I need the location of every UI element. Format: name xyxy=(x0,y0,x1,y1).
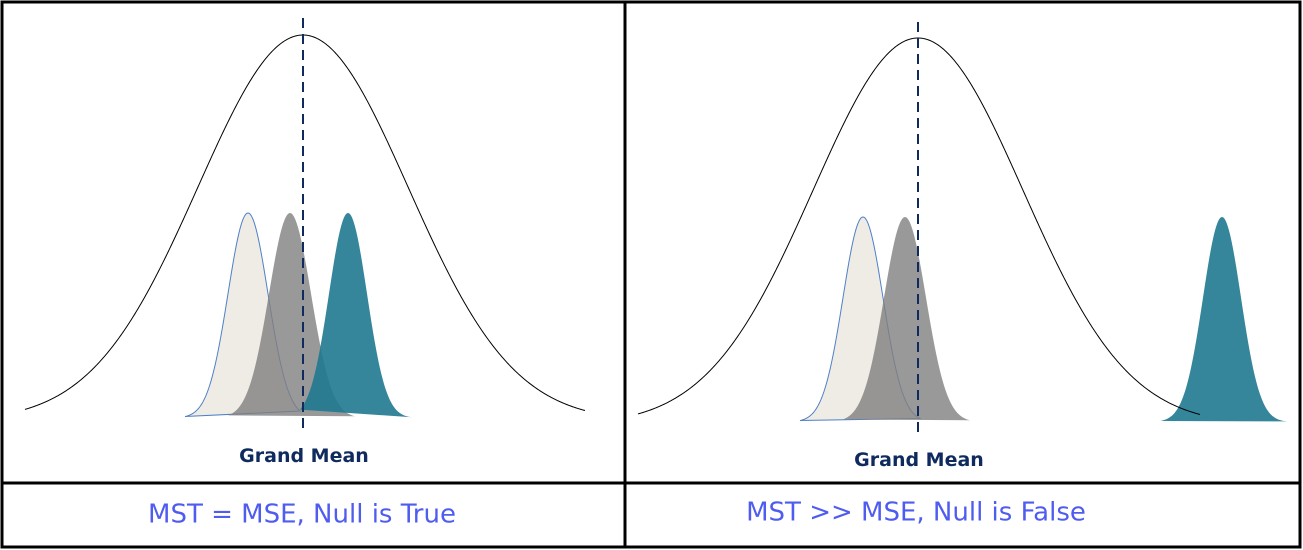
population-curve xyxy=(24,34,586,412)
teal-curve xyxy=(300,213,412,418)
curves xyxy=(24,34,1287,422)
gray-curve xyxy=(843,217,970,421)
grand-mean-label: Grand Mean xyxy=(854,449,984,471)
grand-mean-label: Grand Mean xyxy=(239,445,369,467)
teal-curve xyxy=(1160,217,1287,422)
caption: MST = MSE, Null is True xyxy=(148,500,456,530)
caption: MST >> MSE, Null is False xyxy=(746,498,1086,528)
